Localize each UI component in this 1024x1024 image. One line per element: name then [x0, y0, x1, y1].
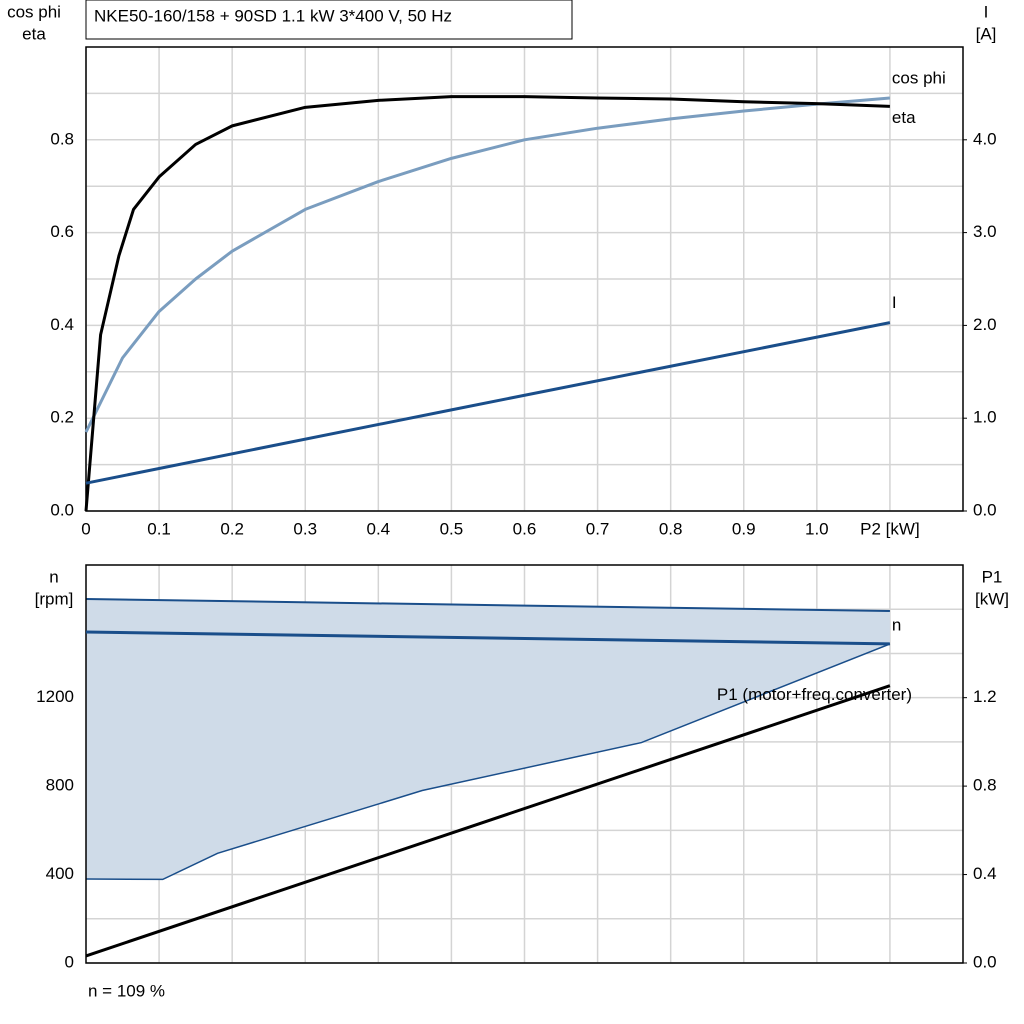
y2-tick-label: 0.0 [973, 952, 997, 971]
x-tick-label: 0.5 [440, 519, 464, 538]
x-tick-label: 0.4 [367, 519, 391, 538]
x-tick-label: 0.1 [147, 519, 171, 538]
y2-tick-label: 4.0 [973, 129, 997, 148]
series-label: cos phi [892, 69, 946, 88]
series-label: n [892, 615, 901, 634]
y-tick-label: 400 [46, 864, 74, 883]
band-lower [85, 643, 891, 881]
series-line [84, 96, 891, 433]
y2-tick-label: 1.2 [973, 687, 997, 706]
y-tick-label: 0.6 [50, 222, 74, 241]
series-line [84, 95, 890, 512]
chart-title: NKE50-160/158 + 90SD 1.1 kW 3*400 V, 50 … [94, 6, 452, 25]
y2-axis-label: P1 [982, 567, 1003, 586]
title-box [85, 0, 573, 40]
y-tick-label: 0.0 [50, 500, 74, 519]
y2-axis-label: I [984, 2, 989, 21]
y2-tick-label: 0.0 [973, 500, 997, 519]
series-label: eta [892, 108, 916, 127]
plot-frame [85, 564, 964, 964]
annotation: n = 109 % [88, 981, 165, 1000]
band-upper [85, 598, 890, 612]
series-label: P1 (motor+freq.converter) [717, 685, 912, 704]
x-tick-label: 0.2 [220, 519, 244, 538]
y-tick-label: 800 [46, 776, 74, 795]
x-tick-label: 0.8 [659, 519, 683, 538]
plot-frame [85, 46, 964, 512]
y2-tick-label: 0.4 [973, 864, 997, 883]
series-label: I [892, 293, 897, 312]
y-tick-label: 0.4 [50, 315, 74, 334]
series-line [85, 321, 891, 485]
y2-axis-label: [kW] [975, 589, 1009, 608]
y-axis-label: [rpm] [35, 589, 74, 608]
y-tick-label: 0 [65, 952, 74, 971]
y2-axis-label: [A] [976, 24, 997, 43]
y-tick-label: 0.8 [50, 129, 74, 148]
y-axis-label: eta [22, 24, 46, 43]
x-tick-label: 0 [81, 519, 90, 538]
y-tick-label: 0.2 [50, 408, 74, 427]
series-line [85, 684, 891, 958]
x-tick-label: 0.3 [293, 519, 317, 538]
y-axis-label: cos phi [7, 2, 61, 21]
y-axis-label: n [49, 567, 58, 586]
y-tick-label: 1200 [36, 687, 74, 706]
x-tick-label: 1.0 [805, 519, 829, 538]
x-tick-label: 0.6 [513, 519, 537, 538]
x-tick-label: P2 [kW] [860, 519, 920, 538]
y2-tick-label: 2.0 [973, 315, 997, 334]
x-tick-label: 0.9 [732, 519, 756, 538]
y2-tick-label: 1.0 [973, 408, 997, 427]
band-fill [86, 599, 890, 880]
x-tick-label: 0.7 [586, 519, 610, 538]
y2-tick-label: 0.8 [973, 776, 997, 795]
y2-tick-label: 3.0 [973, 222, 997, 241]
series-line [85, 630, 890, 646]
